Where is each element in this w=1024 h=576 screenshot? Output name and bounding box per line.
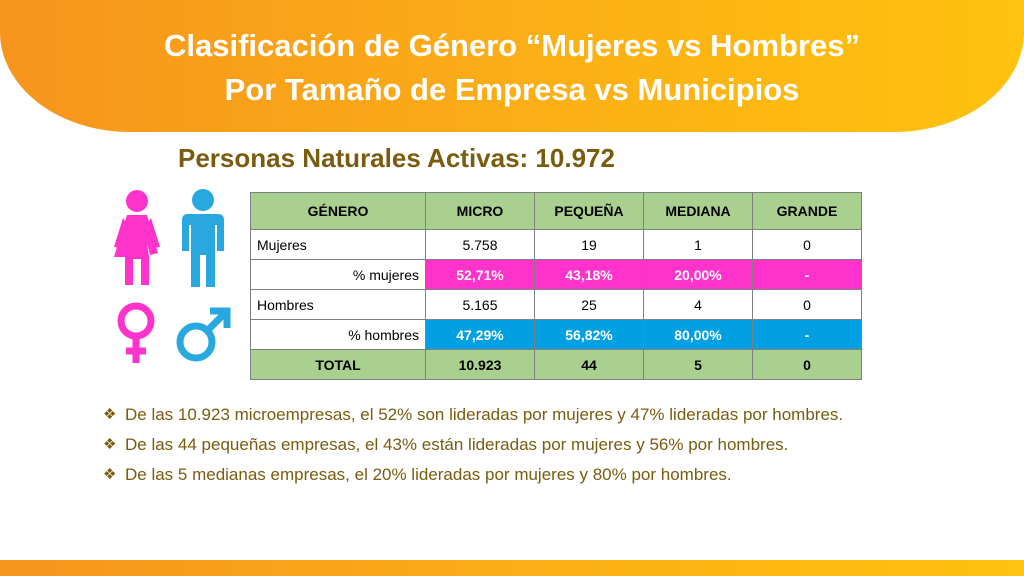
header-mediana: MEDIANA <box>643 192 753 230</box>
table-row-hombres: Hombres 5.165 25 4 0 <box>250 289 862 320</box>
cell: 80,00% <box>643 319 753 350</box>
header-genero: GÉNERO <box>250 192 426 230</box>
row-label: Hombres <box>250 289 426 320</box>
footer-bar <box>0 560 1024 576</box>
table-row-mujeres: Mujeres 5.758 19 1 0 <box>250 229 862 260</box>
cell: 44 <box>534 349 644 380</box>
list-item: ❖ De las 5 medianas empresas, el 20% lid… <box>103 464 843 494</box>
row-label: % hombres <box>250 319 426 350</box>
title-banner <box>0 0 1024 132</box>
cell: 43,18% <box>534 259 644 290</box>
cell: 0 <box>752 289 862 320</box>
gender-table: GÉNERO MICRO PEQUEÑA MEDIANA GRANDE Muje… <box>250 192 862 380</box>
row-label: TOTAL <box>250 349 426 380</box>
cell: 1 <box>643 229 753 260</box>
male-symbol-icon <box>176 307 231 362</box>
cell: 5.758 <box>425 229 535 260</box>
bullet-text: De las 5 medianas empresas, el 20% lider… <box>125 465 732 484</box>
cell: 5 <box>643 349 753 380</box>
table-row-pct-hombres: % hombres 47,29% 56,82% 80,00% - <box>250 319 862 350</box>
male-person-icon <box>182 189 224 287</box>
gender-icons <box>114 189 231 363</box>
cell: - <box>752 319 862 350</box>
row-label: Mujeres <box>250 229 426 260</box>
cell: 4 <box>643 289 753 320</box>
cell: 25 <box>534 289 644 320</box>
table-row-pct-mujeres: % mujeres 52,71% 43,18% 20,00% - <box>250 259 862 290</box>
table-row-total: TOTAL 10.923 44 5 0 <box>250 349 862 380</box>
header-grande: GRANDE <box>752 192 862 230</box>
subtitle: Personas Naturales Activas: 10.972 <box>178 143 615 173</box>
female-person-icon <box>114 190 160 285</box>
diamond-bullet-icon: ❖ <box>103 436 117 453</box>
header-micro: MICRO <box>425 192 535 230</box>
bullet-text: De las 44 pequeñas empresas, el 43% está… <box>125 435 789 454</box>
diamond-bullet-icon: ❖ <box>103 466 117 483</box>
header-pequena: PEQUEÑA <box>534 192 644 230</box>
cell: 56,82% <box>534 319 644 350</box>
cell: - <box>752 259 862 290</box>
row-label: % mujeres <box>250 259 426 290</box>
cell: 19 <box>534 229 644 260</box>
title-line-2: Por Tamaño de Empresa vs Municipios <box>224 72 800 107</box>
list-item: ❖ De las 44 pequeñas empresas, el 43% es… <box>103 434 843 464</box>
list-item: ❖ De las 10.923 microempresas, el 52% so… <box>103 404 843 434</box>
title-line-1: Clasificación de Género “Mujeres vs Homb… <box>163 28 861 63</box>
female-symbol-icon <box>117 302 155 363</box>
cell: 5.165 <box>425 289 535 320</box>
cell: 47,29% <box>425 319 535 350</box>
table-header-row: GÉNERO MICRO PEQUEÑA MEDIANA GRANDE <box>250 192 862 230</box>
bullet-list: ❖ De las 10.923 microempresas, el 52% so… <box>103 404 843 494</box>
cell: 0 <box>752 349 862 380</box>
cell: 20,00% <box>643 259 753 290</box>
diamond-bullet-icon: ❖ <box>103 406 117 423</box>
cell: 10.923 <box>425 349 535 380</box>
cell: 52,71% <box>425 259 535 290</box>
cell: 0 <box>752 229 862 260</box>
bullet-text: De las 10.923 microempresas, el 52% son … <box>125 405 844 424</box>
